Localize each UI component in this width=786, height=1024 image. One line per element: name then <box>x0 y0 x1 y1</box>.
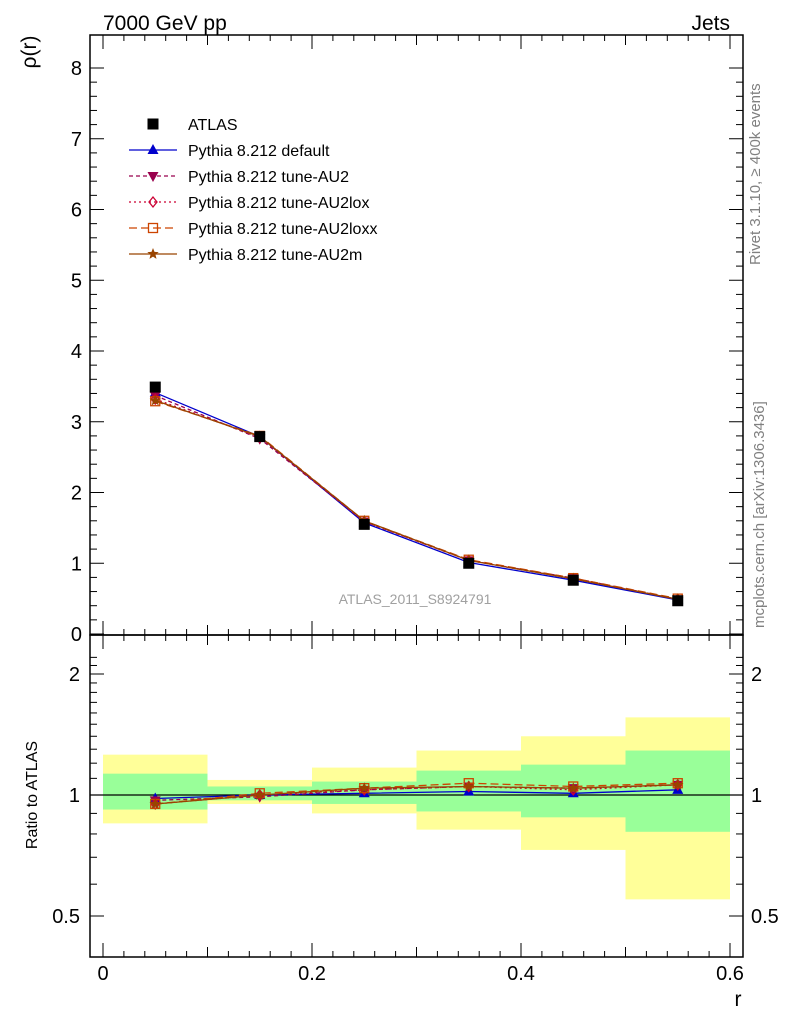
ratio-ytick-label-right: 0.5 <box>751 906 779 928</box>
legend-marker-pythia-8-212-tune-au2 <box>147 172 159 182</box>
ratio-point-pythia-8-212-tune-au2m-shape <box>358 782 370 793</box>
ratio-line-pythia-8-212-tune-au2m <box>155 784 678 805</box>
point-atlas <box>672 595 684 607</box>
point-pythia-8-212-tune-au2lox-shape <box>150 393 161 406</box>
main-ytick-label: 7 <box>71 129 82 151</box>
ratio-line-pythia-8-212-tune-au2lox <box>155 784 678 805</box>
main-ytick-label: 8 <box>71 58 82 80</box>
main-ytick-label: 6 <box>71 200 82 222</box>
ratio-point-pythia-8-212-tune-au2m-shape <box>149 798 161 809</box>
point-atlas <box>358 518 370 530</box>
ratio-xtick-label: 0.4 <box>507 963 535 985</box>
legend-label-pythia-8-212-tune-au2loxx: Pythia 8.212 tune-AU2loxx <box>188 221 377 238</box>
legend-marker-pythia-8-212-tune-au2m-shape <box>147 248 159 259</box>
legend-marker-pythia-8-212-default <box>147 144 159 154</box>
ratio-point-pythia-8-212-tune-au2m <box>463 780 475 792</box>
header-right: Jets <box>691 12 730 35</box>
rivet-label: Rivet 3.1.10, ≥ 400k events <box>747 83 764 265</box>
main-ytick-label: 2 <box>71 483 82 505</box>
point-atlas <box>149 381 161 393</box>
ratio-point-pythia-8-212-tune-au2m <box>358 782 370 793</box>
ratio-ylabel: Ratio to ATLAS <box>24 741 41 849</box>
legend-label-pythia-8-212-tune-au2: Pythia 8.212 tune-AU2 <box>188 169 349 186</box>
ratio-point-pythia-8-212-tune-au2m <box>672 778 684 790</box>
ratio-frame <box>89 634 744 958</box>
point-pythia-8-212-tune-au2m <box>149 394 161 406</box>
point-atlas-shape <box>672 595 684 607</box>
point-atlas <box>567 574 579 586</box>
ratio-ytick-label: 2 <box>69 664 80 686</box>
ratio-ytick-label: 1 <box>69 785 80 807</box>
main-ytick-label: 0 <box>71 624 82 646</box>
series-line-pythia-8-212-tune-au2lox <box>155 398 678 600</box>
ratio-xtick-label: 0.6 <box>716 963 744 985</box>
main-ytick-label: 5 <box>71 270 82 292</box>
ratio-point-pythia-8-212-tune-au2m <box>149 798 161 809</box>
main-ytick-label: 1 <box>71 553 82 575</box>
ratio-point-pythia-8-212-tune-au2m <box>567 782 579 793</box>
legend-marker-pythia-8-212-tune-au2-shape <box>147 172 159 182</box>
ratio-ytick-label: 0.5 <box>52 906 80 928</box>
series-line-pythia-8-212-default <box>155 392 678 601</box>
analysis-watermark: ATLAS_2011_S8924791 <box>339 591 492 607</box>
point-atlas <box>463 557 475 569</box>
point-atlas <box>254 431 266 443</box>
point-atlas-shape <box>149 381 161 393</box>
point-atlas-shape <box>254 431 266 443</box>
main-ytick-label: 4 <box>71 341 82 363</box>
point-atlas-shape <box>463 557 475 569</box>
legend-label-pythia-8-212-tune-au2lox: Pythia 8.212 tune-AU2lox <box>188 195 369 212</box>
ratio-point-pythia-8-212-tune-au2m-shape <box>463 780 475 792</box>
mcplots-label: mcplots.cern.ch [arXiv:1306.3436] <box>751 401 768 628</box>
ratio-axis-ticks: 0.5 0.5 1 1 2 2 0 0.2 0.4 0.6 <box>52 635 779 985</box>
ratio-xlabel: r <box>735 988 742 1011</box>
ratio-ytick-label-right: 2 <box>751 664 762 686</box>
point-atlas-shape <box>358 518 370 530</box>
ratio-uncertainty-bands <box>90 717 743 900</box>
legend-marker-pythia-8-212-tune-au2lox <box>148 195 158 209</box>
legend-marker-pythia-8-212-tune-au2loxx-shape <box>147 222 159 234</box>
ratio-line-pythia-8-212-tune-au2loxx <box>155 782 678 805</box>
legend-marker-pythia-8-212-default-shape <box>147 144 159 154</box>
point-atlas-shape <box>567 574 579 586</box>
legend-label-atlas: ATLAS <box>188 117 238 134</box>
ratio-point-pythia-8-212-tune-au2m-shape <box>254 789 266 800</box>
main-series-group <box>149 381 684 607</box>
ratio-xtick-label: 0.2 <box>298 963 326 985</box>
legend-marker-pythia-8-212-tune-au2lox-shape <box>148 195 158 209</box>
main-axis-ticks: 0 1 2 3 4 5 6 7 8 <box>71 35 743 646</box>
legend-marker-pythia-8-212-tune-au2m <box>147 248 159 259</box>
series-line-pythia-8-212-tune-au2loxx <box>155 400 678 600</box>
legend: ATLAS Pythia 8.212 default Pythia 8.212 tu… <box>129 117 377 264</box>
ratio-point-pythia-8-212-tune-au2m-shape <box>567 782 579 793</box>
legend-marker-atlas <box>147 118 159 130</box>
legend-marker-atlas-shape <box>147 118 159 130</box>
ratio-point-pythia-8-212-tune-au2m <box>254 789 266 800</box>
legend-marker-pythia-8-212-tune-au2loxx <box>147 222 159 234</box>
header-left: 7000 GeV pp <box>103 12 227 35</box>
legend-label-pythia-8-212-default: Pythia 8.212 default <box>188 143 330 160</box>
main-ytick-label: 3 <box>71 412 82 434</box>
ratio-series-group <box>149 778 684 810</box>
ratio-xtick-label: 0 <box>97 963 108 985</box>
ratio-point-pythia-8-212-tune-au2m-shape <box>672 778 684 790</box>
ratio-ytick-label-right: 1 <box>751 785 762 807</box>
point-pythia-8-212-tune-au2m-shape <box>149 394 161 406</box>
point-pythia-8-212-tune-au2lox <box>150 393 161 406</box>
series-line-pythia-8-212-tune-au2m <box>155 399 678 600</box>
legend-label-pythia-8-212-tune-au2m: Pythia 8.212 tune-AU2m <box>188 247 362 264</box>
main-ylabel: ρ(r) <box>18 36 41 69</box>
